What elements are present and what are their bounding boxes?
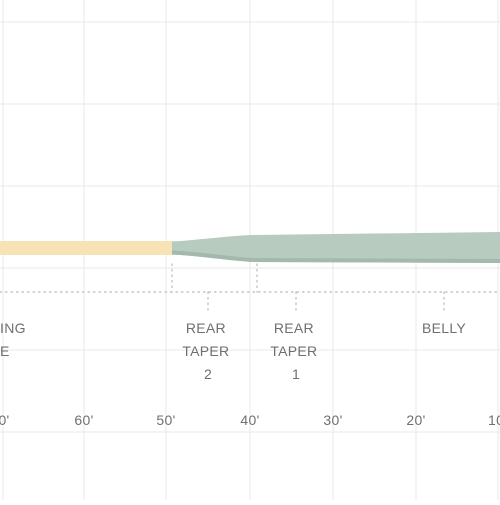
running-line-segment	[0, 241, 174, 255]
section-label-belly: BELLY	[422, 320, 466, 336]
distance-axis: 0' 60' 50' 40' 30' 20' 10	[0, 412, 500, 428]
section-label-line: TAPER	[270, 343, 317, 359]
section-label-running: ING E	[0, 320, 30, 359]
section-label-line: E	[0, 343, 10, 359]
section-label-line: BELLY	[422, 320, 466, 336]
fly-line-profile	[0, 232, 500, 263]
section-dividers	[0, 263, 500, 313]
axis-tick-label: 0'	[0, 412, 10, 428]
section-label-line: 1	[292, 366, 300, 382]
section-label-line: REAR	[274, 320, 314, 336]
section-label-line: TAPER	[182, 343, 229, 359]
axis-tick-label: 10	[488, 412, 500, 428]
head-segment-shadow	[172, 250, 500, 263]
axis-tick-label: 40'	[240, 412, 259, 428]
axis-tick-label: 30'	[323, 412, 342, 428]
head-segment	[172, 232, 500, 263]
section-labels: ING E REAR TAPER 2 REAR TAPER 1 BELLY	[0, 320, 466, 382]
section-label-line: ING	[0, 320, 26, 336]
axis-tick-label: 20'	[406, 412, 425, 428]
section-label-rear-taper-2: REAR TAPER 2	[182, 320, 233, 382]
axis-tick-label: 50'	[156, 412, 175, 428]
axis-tick-label: 60'	[74, 412, 93, 428]
section-label-line: REAR	[186, 320, 226, 336]
section-label-line: 2	[204, 366, 212, 382]
section-label-rear-taper-1: REAR TAPER 1	[270, 320, 321, 382]
